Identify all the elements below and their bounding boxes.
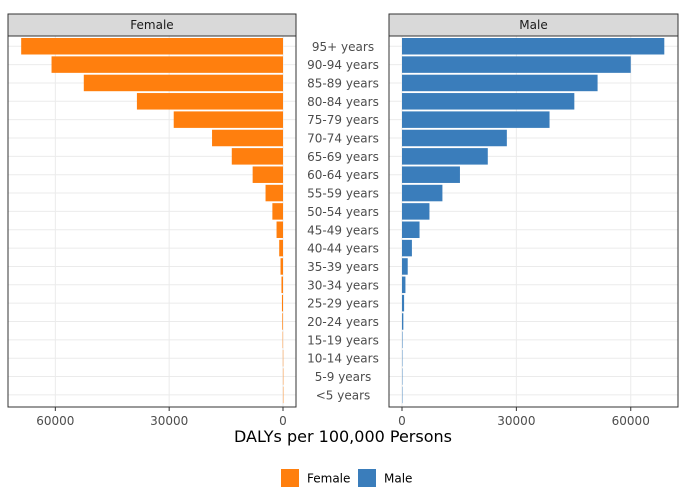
female-panel-background (8, 36, 296, 407)
male-x-tick-label: 0 (398, 414, 406, 428)
male-bar (402, 148, 488, 165)
male-panel-background (389, 36, 678, 407)
female-bar (51, 56, 284, 73)
female-strip (7, 13, 297, 37)
age-group-label: 85-89 years (307, 76, 379, 90)
male-bar (402, 56, 631, 73)
male-bar (402, 294, 405, 312)
legend-key-male (358, 469, 376, 487)
legend-label-male: Male (384, 472, 412, 486)
male-bar (402, 221, 420, 238)
male-bar (402, 184, 443, 202)
male-bar (402, 93, 575, 110)
female-bar (279, 239, 283, 257)
female-bar (280, 258, 283, 275)
female-bar (21, 38, 284, 55)
age-group-label: 25-29 years (307, 297, 379, 311)
age-group-label: 10-14 years (307, 352, 379, 366)
male-bar (402, 129, 507, 147)
age-group-label: 80-84 years (307, 95, 379, 109)
age-group-label: 50-54 years (307, 205, 379, 219)
male-bar (402, 276, 406, 294)
male-bar (402, 239, 412, 257)
male-bar (402, 258, 408, 275)
legend-key-female (281, 469, 299, 487)
female-bar (252, 166, 283, 183)
female-bar (173, 111, 283, 128)
age-group-label: 5-9 years (315, 370, 371, 384)
male-strip-label: Male (519, 18, 547, 32)
male-x-tick-label: 30000 (497, 414, 535, 428)
female-bar (212, 129, 283, 147)
male-x-tick-label: 60000 (612, 414, 650, 428)
female-bar (281, 294, 283, 312)
age-group-label: 90-94 years (307, 58, 379, 72)
age-group-label: 35-39 years (307, 260, 379, 274)
female-bar (276, 221, 283, 238)
female-bar (282, 313, 283, 330)
female-x-tick-label: 30000 (150, 414, 188, 428)
age-group-label: 40-44 years (307, 242, 379, 256)
age-group-label: 15-19 years (307, 333, 379, 347)
female-bar (136, 93, 283, 110)
male-bar (402, 166, 460, 183)
female-x-tick-label: 0 (279, 414, 287, 428)
age-group-label: 95+ years (312, 40, 374, 54)
male-bar (402, 111, 550, 128)
age-group-label: 30-34 years (307, 278, 379, 292)
female-bar (272, 203, 283, 220)
female-bar (231, 148, 283, 165)
female-bar (281, 276, 283, 294)
male-bar (402, 74, 598, 92)
female-bar (265, 184, 283, 202)
age-group-label: <5 years (316, 388, 371, 402)
male-bar (402, 313, 404, 330)
female-bar (83, 74, 284, 92)
male-bar (402, 203, 430, 220)
age-group-label: 70-74 years (307, 132, 379, 146)
age-group-label: 60-64 years (307, 168, 379, 182)
age-group-label: 45-49 years (307, 223, 379, 237)
x-axis-title: DALYs per 100,000 Persons (234, 427, 452, 446)
male-bar (402, 38, 665, 55)
male-strip (388, 13, 679, 37)
female-x-tick-label: 60000 (36, 414, 74, 428)
female-strip-label: Female (130, 18, 173, 32)
age-group-label: 75-79 years (307, 113, 379, 127)
age-group-label: 20-24 years (307, 315, 379, 329)
legend-label-female: Female (307, 472, 350, 486)
age-group-label: 65-69 years (307, 150, 379, 164)
age-group-label: 55-59 years (307, 187, 379, 201)
